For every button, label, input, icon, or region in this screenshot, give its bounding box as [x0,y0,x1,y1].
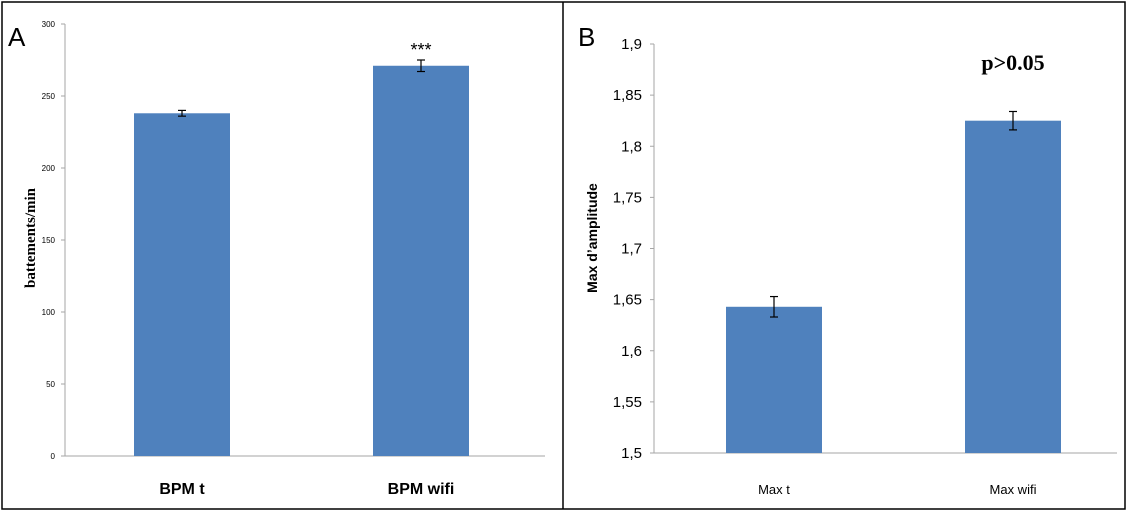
panel-b-bar-0 [726,306,822,453]
panel-b-category-label-1: Max wifi [990,482,1037,497]
panel-a-significance-annotation: *** [410,40,431,60]
panel-b-y-tick-label-2: 1,6 [621,343,642,360]
panel-a-y-axis-label: battements/min [23,187,39,288]
panel-b-bar-1 [965,120,1061,453]
panel-a-y-tick-label-5: 250 [42,92,56,101]
panel-a-y-tick-label-1: 50 [46,380,55,389]
panel-a-y-tick-label-0: 0 [51,452,56,461]
panel-b-y-tick-label-5: 1,75 [613,189,642,206]
panel-b-y-axis-label: Max d’amplitude [584,183,600,293]
panel-b-letter: B [578,22,595,52]
panel-b-y-tick-label-7: 1,85 [613,87,642,104]
panel-b-y-tick-label-6: 1,8 [621,138,642,155]
panel-b-y-tick-label-8: 1,9 [621,36,642,53]
panel-b-y-tick-label-1: 1,55 [613,394,642,411]
panel-a-y-tick-label-3: 150 [42,236,56,245]
panel-b-y-tick-label-3: 1,65 [613,292,642,309]
panel-b-y-tick-label-4: 1,7 [621,241,642,258]
panel-b-category-label-0: Max t [758,482,790,497]
panel-a-letter: A [8,22,26,52]
panel-a-category-label-0: BPM t [159,481,205,498]
panel-a-bar-0 [134,113,230,456]
panel-b-y-tick-label-0: 1,5 [621,445,642,462]
panel-a-y-tick-label-2: 100 [42,308,56,317]
panel-a-bar-1 [373,65,469,456]
panel-b-p-value-annotation: p>0.05 [981,50,1044,75]
panel-a-category-label-1: BPM wifi [388,481,455,498]
panel-a-y-tick-label-4: 200 [42,164,56,173]
panel-a-y-tick-label-6: 300 [42,20,56,29]
panel-b: B Max d’amplitude 1,5 1,55 1,6 1,65 1,7 1,75 1… [578,22,1117,497]
panel-a: A battements/min 0 50 100 150 200 250 300 BPM … [8,20,545,498]
